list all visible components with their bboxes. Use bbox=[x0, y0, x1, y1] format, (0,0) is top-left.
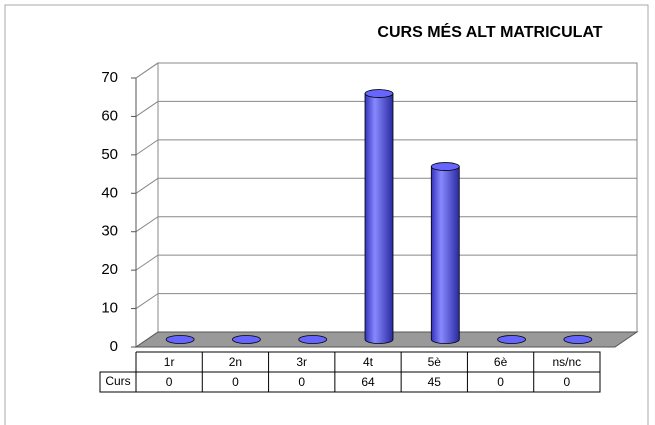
cylinder-top bbox=[563, 335, 593, 344]
chart-frame bbox=[4, 4, 649, 425]
table-value: 0 bbox=[564, 375, 571, 389]
x-tick-label: ns/nc bbox=[553, 355, 582, 369]
table-value: 0 bbox=[166, 375, 173, 389]
grid-line bbox=[135, 177, 637, 194]
table-value: 45 bbox=[428, 375, 442, 389]
table-value: 0 bbox=[298, 375, 305, 389]
grid-line bbox=[135, 139, 637, 156]
chart-title: CURS MÉS ALT MATRICULAT bbox=[377, 22, 602, 41]
grid-line bbox=[135, 254, 637, 271]
cylinder-top bbox=[298, 335, 328, 344]
grid-line bbox=[135, 62, 637, 79]
x-tick-label: 3r bbox=[296, 355, 307, 369]
side-wall bbox=[135, 62, 159, 348]
y-tick-label: 30 bbox=[101, 223, 118, 240]
y-tick-label: 20 bbox=[101, 261, 118, 278]
y-tick-label: 70 bbox=[101, 69, 118, 86]
grid-line bbox=[135, 100, 637, 117]
table-value: 0 bbox=[497, 375, 504, 389]
cylinder bbox=[232, 335, 261, 344]
y-tick-label: 0 bbox=[110, 338, 118, 355]
y-tick-label: 10 bbox=[101, 300, 118, 317]
cylinder-top bbox=[364, 89, 394, 98]
x-tick-label: 5è bbox=[428, 355, 442, 369]
table-value: 0 bbox=[232, 375, 239, 389]
cylinder bbox=[563, 335, 593, 344]
cylinder-top bbox=[497, 335, 526, 344]
y-tick-label: 50 bbox=[101, 146, 118, 163]
grid-line bbox=[135, 293, 637, 309]
cylinder bbox=[430, 162, 460, 344]
grid-line bbox=[135, 216, 637, 233]
cylinder-top bbox=[165, 335, 195, 344]
table-border bbox=[99, 351, 601, 393]
back-wall bbox=[157, 62, 638, 333]
cylinder bbox=[364, 89, 394, 344]
cylinder bbox=[497, 335, 526, 344]
cylinder-body bbox=[364, 93, 394, 344]
y-tick-label: 60 bbox=[101, 107, 118, 124]
x-tick-label: 2n bbox=[229, 355, 242, 369]
cylinder-top bbox=[232, 335, 261, 344]
x-tick-label: 4t bbox=[363, 355, 374, 369]
cylinder-top bbox=[430, 162, 460, 171]
cylinder bbox=[165, 335, 195, 344]
y-tick-label: 40 bbox=[101, 184, 118, 201]
cylinder bbox=[298, 335, 328, 344]
table-row-header: Curs bbox=[105, 374, 130, 388]
cylinder-body bbox=[430, 166, 460, 344]
x-tick-label: 6è bbox=[494, 355, 508, 369]
table-value: 64 bbox=[361, 375, 375, 389]
x-tick-label: 1r bbox=[164, 355, 175, 369]
